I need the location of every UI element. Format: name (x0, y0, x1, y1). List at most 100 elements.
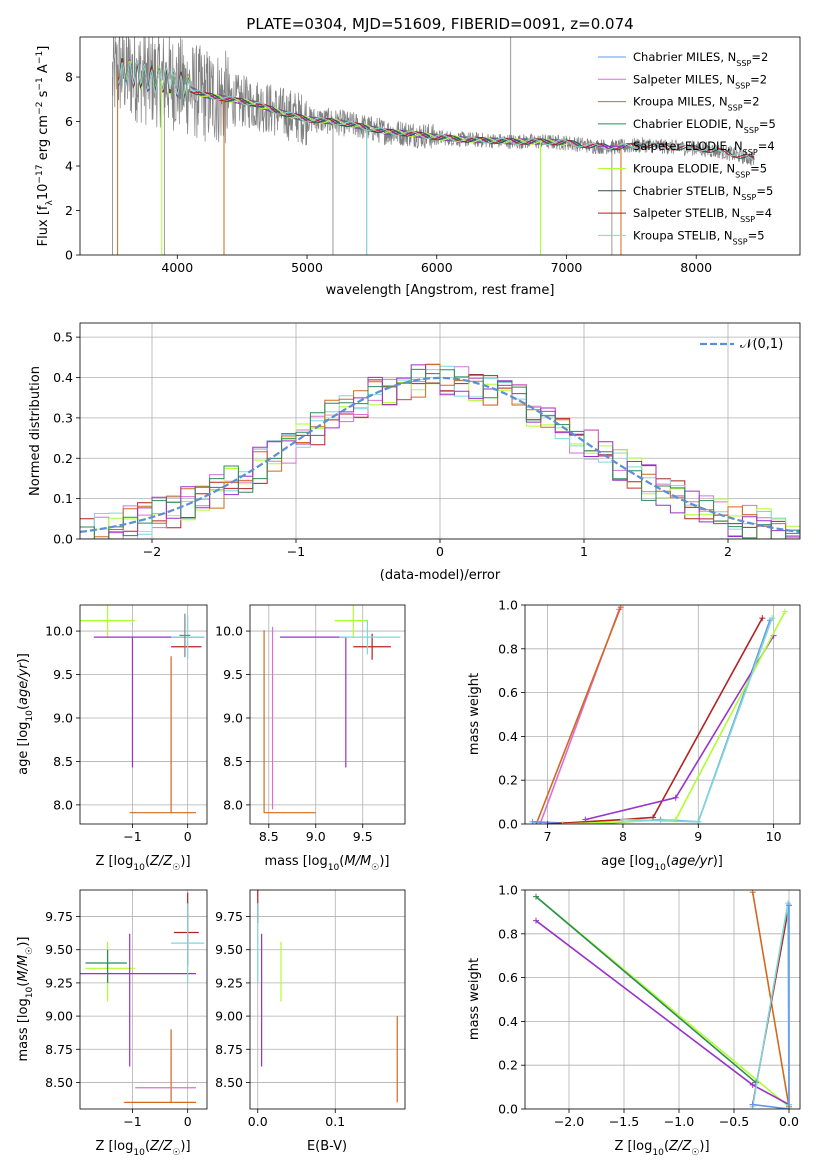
y-tick-label: 2 (65, 203, 73, 218)
legend-label: Salpeter MILES, NSSP=2 (633, 72, 767, 90)
legend-label-part: Chabrier ELODIE, N (633, 117, 744, 131)
mass-weight-vs-Z-x-axis-label-part: Z/Z (668, 1139, 692, 1154)
x-tick-label: −1 (287, 544, 305, 559)
residuals-panel: −2 −1 0 1 2 0.0 0.1 0.2 0.3 0.4 0.5 𝒩(0,1) (data-mod… (28, 322, 801, 583)
residual-histogram-step (80, 368, 800, 539)
y-tick-label: 0.2 (498, 773, 518, 788)
legend-label-part: SSP (740, 215, 755, 224)
spectrum-panel: 4000 5000 6000 7000 8000 0 2 4 6 8 Chabrier MILES,… (35, 36, 801, 298)
x-tick-label: 8 (619, 829, 627, 844)
x-tick-label: −1.0 (664, 1114, 694, 1129)
legend-label-part: Salpeter MILES, N (633, 72, 735, 86)
y-tick-label: 4 (65, 159, 73, 174)
legend-label-part: =4 (758, 139, 775, 153)
spectrum-y-axis-label-part: erg cm (36, 115, 51, 164)
figure-title: PLATE=0304, MJD=51609, FIBERID=0091, z=0… (246, 15, 633, 33)
y-tick-label: 8.0 (223, 797, 243, 812)
age-vs-mass-x-axis-label-part: ( (339, 854, 344, 869)
age-vs-Z-x-axis-label-part: ( (145, 854, 150, 869)
spectrum-y-axis-label-part: −2 (35, 102, 45, 115)
mass-weight-line (585, 635, 775, 821)
mass-weight-vs-Z-frame (524, 889, 801, 1110)
legend-label: Salpeter ELODIE, NSSP=4 (633, 139, 775, 157)
spectrum-y-axis-label-part: s (36, 90, 51, 101)
spectrum-frame (79, 36, 801, 256)
x-tick-label: 5000 (291, 260, 323, 275)
y-tick-label: 0 (65, 248, 73, 263)
mass-vs-EBV-plot-area (250, 890, 405, 1109)
legend-label-part: SSP (736, 59, 751, 68)
residuals-legend: 𝒩(0,1) (700, 337, 783, 352)
age-vs-mass-x-axis-label-part: M/M (344, 854, 371, 869)
y-tick-label: 9.0 (223, 710, 243, 725)
y-tick-label: 10.0 (45, 624, 73, 639)
y-tick-label: 9.50 (45, 942, 73, 957)
y-tick-label: 0.3 (53, 410, 73, 425)
legend-label-part: Kroupa STELIB, N (633, 228, 733, 242)
mass-weight-vs-Z-x-axis-label-part: Z [log (614, 1139, 652, 1154)
y-tick-label: 0.0 (53, 532, 73, 547)
y-tick-label: 0.5 (53, 330, 73, 345)
legend-label-part: SSP (728, 103, 743, 112)
spectrum-y-axis-label-part: Flux [f (36, 205, 51, 246)
y-tick-label: 9.5 (53, 667, 73, 682)
y-tick-label: 0.0 (498, 1102, 518, 1117)
spectrum-y-axis-label-part: 10 (36, 184, 51, 201)
mass-weight-vs-Z-x-axis-label-part: )] (699, 1139, 709, 1154)
mass-weight-vs-Z-plot-area (525, 890, 800, 1109)
residual-histogram-step (80, 364, 800, 539)
mass-weight-vs-Z-x-axis-label-part: ( (664, 1139, 669, 1154)
age-vs-Z-y-axis-label: age [log10(age/yr)] (16, 653, 35, 775)
x-tick-label: 9.0 (306, 829, 326, 844)
age-vs-Z-y-axis-label-part: ( (16, 705, 31, 710)
mass-vs-Z-x-axis-label-part: )] (180, 1139, 190, 1154)
mass-weight-vs-age-x-axis-label-part: 10 (654, 863, 666, 873)
age-vs-mass-plot-area (250, 605, 405, 824)
mass-weight-line (535, 606, 622, 824)
mass-weight-vs-Z-panel: −2.0 −1.5 −1.0 −0.5 0.0 0.0 0.2 0.4 0.6 0.8 1.0 Z [… (467, 883, 801, 1158)
mass-vs-Z-y-axis-label-part: )] (16, 937, 31, 947)
mass-weight-vs-age-x-axis-label-part: )] (713, 854, 723, 869)
mass-vs-Z-x-axis-label-part: ☉ (172, 1148, 180, 1158)
mass-weight-line (535, 895, 757, 1084)
mass-vs-EBV-frame (249, 889, 406, 1110)
legend-label-part: Salpeter ELODIE, N (633, 139, 743, 153)
legend-label-part: =2 (743, 95, 760, 109)
legend-label-part: SSP (744, 125, 759, 134)
y-tick-label: 0.8 (498, 641, 518, 656)
mass-weight-vs-Z-y-axis-label: mass weight (467, 958, 482, 1040)
y-tick-label: 1.0 (498, 598, 518, 613)
age-vs-Z-x-axis-label-part: )] (180, 854, 190, 869)
y-tick-label: 0.2 (53, 451, 73, 466)
y-tick-label: 9.5 (223, 667, 243, 682)
legend-label: Kroupa MILES, NSSP=2 (633, 95, 760, 113)
y-tick-label: 8.0 (53, 797, 73, 812)
spectrum-y-axis-label-part: −1 (35, 51, 45, 64)
mass-vs-EBV-panel: 0.0 0.1 8.50 8.75 9.00 9.25 9.50 9.75 E(B-V) (215, 889, 406, 1154)
age-vs-Z-y-axis-label-part: age [log (16, 722, 31, 775)
residuals-y-axis-label: Normed distribution (28, 366, 43, 496)
mass-vs-Z-y-axis-label: mass [log10(M/M☉)] (16, 937, 35, 1062)
legend-label: 𝒩(0,1) (740, 337, 783, 352)
y-tick-label: 8.5 (53, 754, 73, 769)
y-tick-label: 0.4 (498, 1014, 518, 1029)
legend-label-part: Kroupa ELODIE, N (633, 162, 735, 176)
x-tick-label: 9 (694, 829, 702, 844)
mass-vs-Z-y-axis-label-part: ☉ (25, 947, 35, 955)
y-tick-label: 0.0 (498, 817, 518, 832)
age-vs-Z-x-axis-label-part: ☉ (172, 863, 180, 873)
x-tick-label: 6000 (421, 260, 453, 275)
x-tick-label: 9.5 (353, 829, 373, 844)
age-vs-mass-x-axis-label: mass [log10(M/M☉)] (265, 854, 390, 873)
age-vs-mass-frame (249, 604, 406, 825)
spectrum-y-axis-label-part: −17 (35, 164, 45, 183)
y-tick-label: 9.50 (215, 942, 243, 957)
x-tick-label: 10 (766, 829, 782, 844)
legend-label: Salpeter STELIB, NSSP=4 (633, 206, 772, 224)
x-tick-label: 2 (724, 544, 732, 559)
model-spectrum-line (117, 60, 755, 162)
legend-label-part: SSP (733, 237, 748, 246)
x-tick-label: −0.5 (719, 1114, 749, 1129)
